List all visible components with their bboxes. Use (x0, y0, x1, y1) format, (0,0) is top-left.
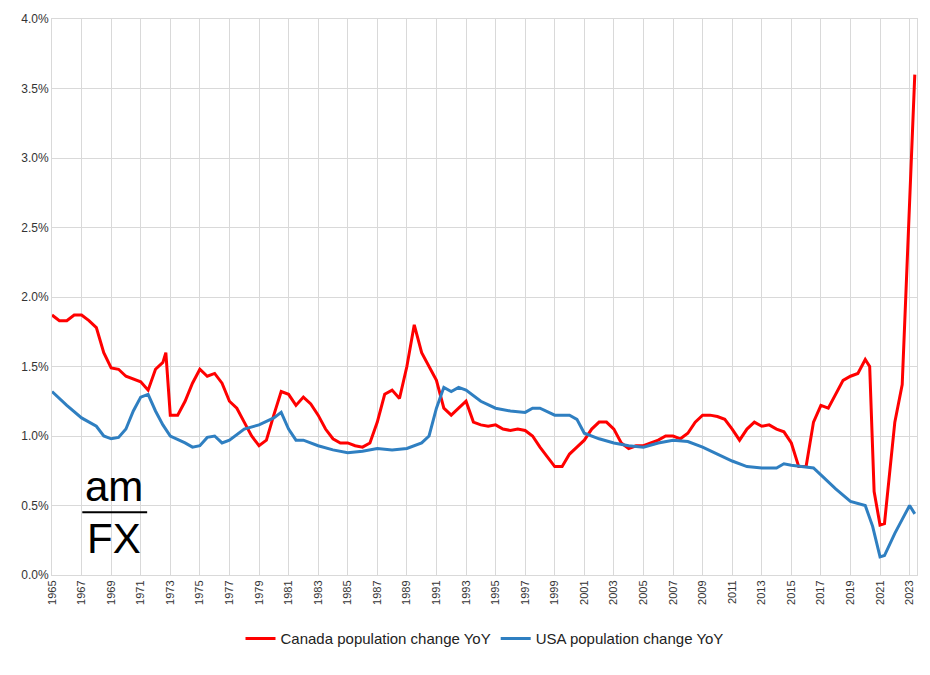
svg-text:2011: 2011 (726, 580, 738, 604)
svg-text:2013: 2013 (755, 580, 767, 604)
svg-text:am: am (85, 463, 143, 510)
svg-text:Canada population change YoY: Canada population change YoY (281, 630, 491, 647)
svg-text:1983: 1983 (312, 580, 324, 604)
svg-text:2009: 2009 (696, 580, 708, 604)
svg-text:3.5%: 3.5% (21, 82, 49, 96)
svg-text:2017: 2017 (814, 580, 826, 604)
svg-text:1967: 1967 (75, 580, 87, 604)
svg-text:2007: 2007 (667, 580, 679, 604)
svg-text:1.0%: 1.0% (21, 429, 49, 443)
svg-text:4.0%: 4.0% (21, 12, 49, 26)
svg-text:USA population change YoY: USA population change YoY (536, 630, 724, 647)
svg-text:1977: 1977 (223, 580, 235, 604)
svg-text:2003: 2003 (607, 580, 619, 604)
svg-text:1971: 1971 (134, 580, 146, 604)
svg-text:2023: 2023 (903, 580, 915, 604)
svg-text:1973: 1973 (164, 580, 176, 604)
svg-text:0.0%: 0.0% (21, 568, 49, 582)
svg-text:1987: 1987 (371, 580, 383, 604)
svg-text:1981: 1981 (282, 580, 294, 604)
svg-text:1975: 1975 (193, 580, 205, 604)
svg-text:2021: 2021 (874, 580, 886, 604)
svg-text:1993: 1993 (460, 580, 472, 604)
svg-text:1989: 1989 (400, 580, 412, 604)
svg-text:1969: 1969 (105, 580, 117, 604)
svg-text:1999: 1999 (548, 580, 560, 604)
svg-text:1991: 1991 (430, 580, 442, 604)
svg-text:1995: 1995 (489, 580, 501, 604)
svg-text:1965: 1965 (46, 580, 58, 604)
svg-text:2001: 2001 (578, 580, 590, 604)
svg-text:0.5%: 0.5% (21, 499, 49, 513)
svg-text:1997: 1997 (519, 580, 531, 604)
svg-text:1.5%: 1.5% (21, 360, 49, 374)
svg-text:3.0%: 3.0% (21, 151, 49, 165)
svg-text:2019: 2019 (844, 580, 856, 604)
svg-text:2.0%: 2.0% (21, 290, 49, 304)
svg-text:FX: FX (87, 515, 141, 562)
svg-text:2015: 2015 (785, 580, 797, 604)
svg-text:1979: 1979 (253, 580, 265, 604)
svg-text:1985: 1985 (341, 580, 353, 604)
svg-text:2005: 2005 (637, 580, 649, 604)
svg-text:2.5%: 2.5% (21, 221, 49, 235)
